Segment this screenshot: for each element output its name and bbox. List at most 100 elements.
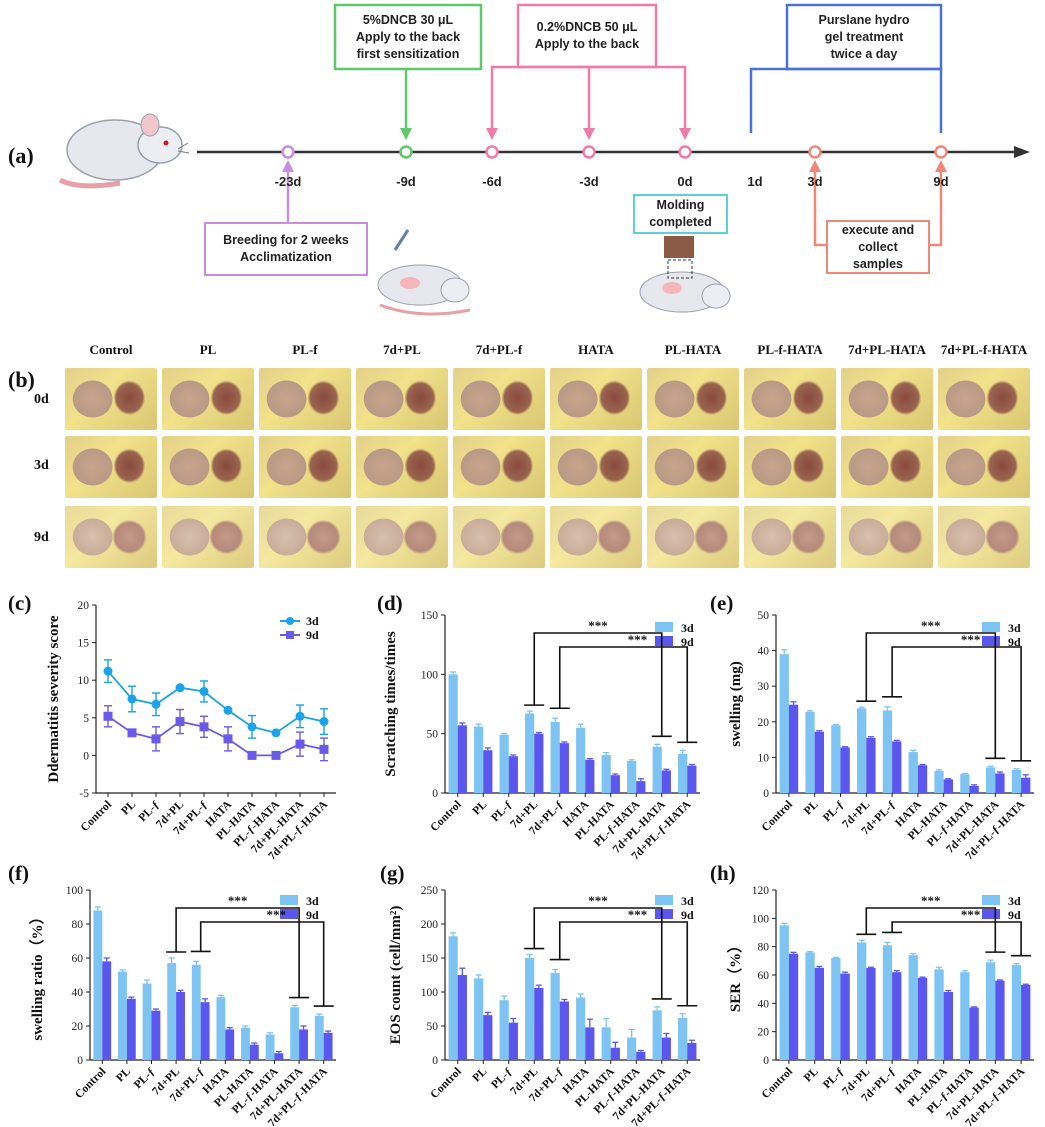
skin-photo bbox=[744, 368, 836, 430]
bar bbox=[323, 1032, 333, 1060]
timepoint-marker bbox=[678, 145, 692, 159]
bar bbox=[200, 1002, 210, 1060]
y-tick-label: 15 bbox=[78, 638, 90, 650]
y-axis-label: swelling (mg) bbox=[728, 661, 744, 746]
row-label: 9d bbox=[34, 530, 49, 545]
legend-label: 3d bbox=[306, 614, 319, 628]
bar bbox=[840, 973, 850, 1060]
legend-label: 3d bbox=[1008, 621, 1021, 635]
data-point bbox=[247, 722, 257, 732]
timepoint-marker bbox=[934, 145, 948, 159]
legend-label: 3d bbox=[1008, 894, 1021, 908]
bar bbox=[265, 1034, 275, 1060]
data-point bbox=[199, 686, 209, 696]
chart-c: (c) Ddermatitis severity score -5 0 5 10 15 20 C… bbox=[8, 591, 336, 860]
bar bbox=[636, 1051, 646, 1060]
bar bbox=[499, 734, 509, 793]
bar bbox=[151, 1010, 161, 1060]
y-tick-label: 0 bbox=[763, 1055, 769, 1067]
y-tick-label: 80 bbox=[758, 942, 770, 954]
bar bbox=[857, 708, 867, 793]
legend-swatch bbox=[655, 909, 673, 919]
skin-photo bbox=[453, 506, 545, 568]
y-tick-label: 200 bbox=[421, 919, 439, 931]
bar bbox=[576, 997, 586, 1060]
sig-label: *** bbox=[961, 632, 981, 647]
bar bbox=[290, 1007, 300, 1060]
panel-label: (c) bbox=[8, 591, 31, 615]
bar bbox=[661, 1037, 671, 1060]
data-point bbox=[127, 728, 137, 738]
y-axis-label: Ddermatitis severity score bbox=[46, 615, 62, 783]
bar bbox=[1011, 769, 1022, 793]
y-tick-label: 50 bbox=[427, 1021, 439, 1033]
bar bbox=[534, 733, 544, 793]
bar bbox=[241, 1027, 250, 1060]
bar bbox=[102, 961, 112, 1060]
bar bbox=[917, 977, 928, 1060]
bar bbox=[499, 1000, 509, 1060]
bar bbox=[216, 997, 226, 1060]
x-tick-label: Control bbox=[760, 1066, 795, 1101]
skin-photo bbox=[647, 436, 739, 498]
bar bbox=[576, 727, 586, 793]
timepoint-marker bbox=[582, 145, 596, 159]
legend-label: 9d bbox=[1008, 635, 1021, 649]
bar bbox=[687, 1043, 697, 1060]
execute-box: execute and collect samples bbox=[826, 220, 930, 274]
y-tick-label: 40 bbox=[758, 998, 770, 1010]
y-tick-label: 150 bbox=[421, 610, 439, 622]
legend-swatch bbox=[982, 895, 1000, 905]
column-header: PL-HATA bbox=[664, 342, 722, 357]
data-point bbox=[127, 694, 137, 704]
bar bbox=[627, 760, 637, 793]
bar bbox=[601, 755, 611, 793]
bar bbox=[687, 765, 697, 793]
bar bbox=[508, 756, 518, 793]
y-tick-label: 20 bbox=[78, 600, 90, 612]
timepoint-label: -23d bbox=[274, 174, 302, 189]
bar bbox=[601, 1027, 611, 1060]
bar bbox=[779, 925, 789, 1060]
legend-label: 3d bbox=[681, 621, 694, 635]
bar bbox=[167, 963, 177, 1060]
bar bbox=[93, 910, 103, 1060]
legend-label: 9d bbox=[306, 908, 319, 922]
bar bbox=[126, 998, 136, 1060]
panel-label: (g) bbox=[380, 861, 405, 885]
row-label: 3d bbox=[34, 458, 49, 473]
bar bbox=[986, 962, 996, 1060]
bar bbox=[274, 1053, 284, 1060]
bar bbox=[457, 975, 467, 1060]
y-tick-label: 100 bbox=[752, 913, 770, 925]
x-tick-label: PL bbox=[470, 1065, 489, 1084]
data-point bbox=[295, 711, 305, 721]
column-header: 7d+PL-HATA bbox=[848, 342, 926, 357]
bar bbox=[483, 750, 493, 793]
sig-label: *** bbox=[628, 632, 648, 647]
timepoint-marker bbox=[399, 145, 413, 159]
y-tick-label: -5 bbox=[79, 788, 89, 800]
y-axis-label: swelling ratio（%） bbox=[28, 909, 46, 1040]
y-axis-label: EOS count (cell/mm²) bbox=[388, 906, 404, 1045]
bar bbox=[917, 765, 928, 793]
sig-bracket bbox=[865, 907, 997, 953]
bar bbox=[191, 964, 201, 1060]
bar bbox=[610, 1047, 620, 1060]
bar bbox=[831, 958, 841, 1060]
y-tick-label: 0 bbox=[432, 788, 438, 800]
bar bbox=[508, 1022, 518, 1060]
skin-photo bbox=[65, 436, 157, 498]
sig-bracket bbox=[199, 921, 325, 1007]
panel-label: (h) bbox=[710, 861, 736, 885]
bar bbox=[474, 726, 484, 793]
legend-marker bbox=[286, 617, 294, 625]
bar bbox=[118, 971, 127, 1060]
legend-swatch bbox=[280, 909, 298, 919]
panel-label: (d) bbox=[377, 591, 403, 615]
y-tick-label: 40 bbox=[758, 646, 770, 658]
skin-photo bbox=[841, 368, 933, 430]
y-tick-label: 50 bbox=[427, 729, 439, 741]
bar bbox=[448, 936, 458, 1060]
